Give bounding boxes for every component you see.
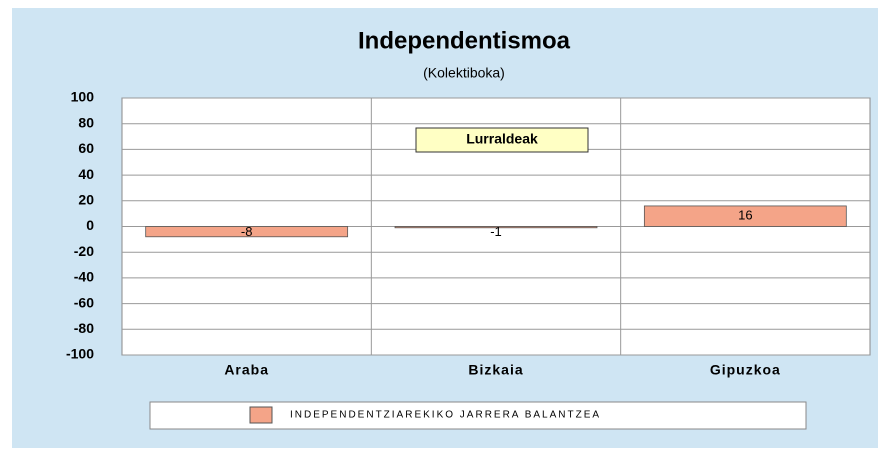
chart-title: Independentismoa: [358, 27, 571, 54]
x-tick-label: Araba: [224, 362, 269, 378]
bar: [145, 226, 349, 238]
data-label: -8: [241, 224, 253, 239]
x-tick-label: Bizkaia: [468, 362, 523, 378]
y-tick-label: -40: [74, 269, 94, 285]
y-tick-label: -100: [66, 346, 94, 362]
annotation: Lurraldeak: [466, 131, 538, 147]
y-tick-label: -60: [74, 294, 94, 310]
legend-swatch: [249, 406, 273, 424]
y-tick-label: 80: [78, 114, 94, 130]
y-tick-label: 0: [86, 217, 94, 233]
y-tick-label: -20: [74, 243, 94, 259]
y-tick-label: 100: [71, 89, 95, 105]
annotation-box: [415, 127, 589, 153]
bar: [643, 205, 847, 227]
data-label: 16: [738, 208, 752, 223]
y-tick-label: 60: [78, 140, 94, 156]
chart-subtitle: (Kolektiboka): [423, 65, 505, 81]
data-label: -1: [490, 224, 502, 239]
legend-label: INDEPENDENTZIAREKIKO JARRERA BALANTZEA: [290, 410, 601, 421]
y-tick-label: 20: [78, 192, 94, 208]
y-tick-label: -80: [74, 320, 94, 336]
bar: [394, 226, 598, 229]
x-tick-label: Gipuzkoa: [710, 362, 781, 378]
y-tick-label: 40: [78, 166, 94, 182]
